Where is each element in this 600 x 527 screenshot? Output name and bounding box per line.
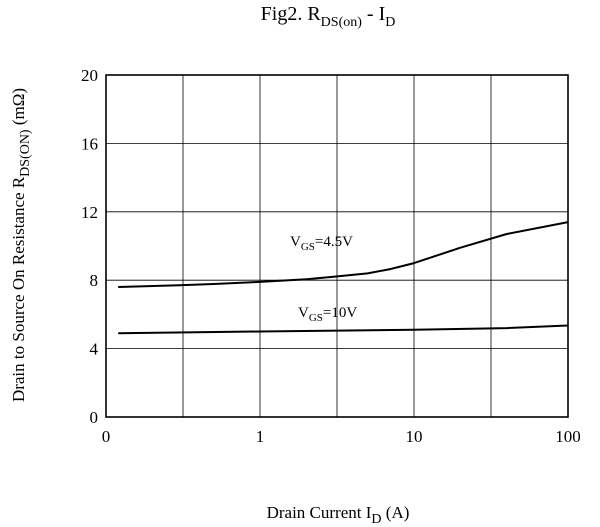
curve-label-4-5v: VGS=4.5V — [290, 234, 353, 253]
y-tick-labels: 0 4 8 12 16 20 — [81, 66, 99, 427]
x-tick-label: 1 — [256, 427, 265, 446]
grid — [106, 75, 568, 417]
series-group — [118, 221, 569, 335]
x-axis-label: Drain Current ID (A) — [267, 503, 410, 527]
x-tick-label: 10 — [406, 427, 423, 446]
title-sub2: D — [385, 15, 395, 30]
title-sub: DS(on) — [321, 15, 363, 30]
x-tick-label: 0 — [102, 427, 111, 446]
y-tick-label: 4 — [90, 340, 99, 359]
x-tick-label: 100 — [555, 427, 581, 446]
y-tick-label: 16 — [81, 134, 98, 153]
y-tick-label: 0 — [90, 408, 99, 427]
series-line-vgs-10v — [118, 324, 569, 335]
x-tick-labels: 0 1 10 100 — [102, 427, 581, 446]
y-tick-label: 8 — [90, 271, 99, 290]
y-axis-label: Drain to Source On Resistance RDS(ON) (m… — [9, 88, 33, 402]
curve-label-10v: VGS=10V — [298, 305, 357, 324]
title-main: Fig2. R — [261, 3, 322, 25]
y-tick-label: 20 — [81, 66, 98, 85]
title-sep: - I — [362, 3, 385, 25]
series-line-vgs-4-5v — [118, 221, 569, 288]
chart-title: Fig2. RDS(on) - ID — [261, 3, 396, 30]
y-tick-label: 12 — [81, 203, 98, 222]
